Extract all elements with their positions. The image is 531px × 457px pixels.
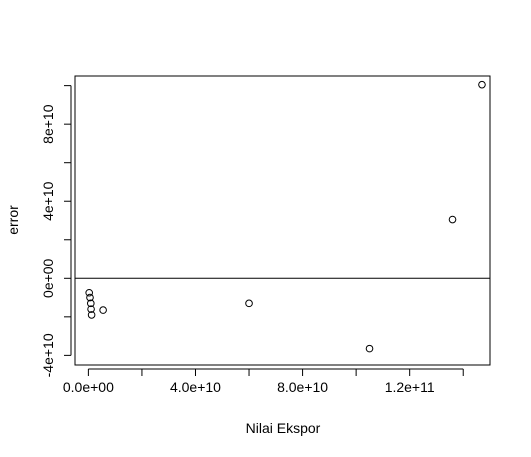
y-axis: -4e+10 0e+00 4e+10 8e+10 (40, 85, 72, 377)
plot-frame (74, 75, 491, 366)
y-tick-label: 4e+10 (40, 181, 56, 221)
x-tick-label: 1.2e+11 (385, 379, 435, 395)
data-point (86, 299, 95, 308)
x-tick-label: 0.0e+00 (63, 379, 114, 395)
x-axis-label: Nilai Ekspor (246, 420, 321, 436)
y-tick-label: -4e+10 (40, 333, 56, 377)
data-point (448, 215, 457, 224)
data-point (245, 299, 253, 308)
data-points (85, 80, 486, 353)
y-tick-label: 0e+00 (40, 258, 56, 298)
data-point (85, 288, 93, 297)
x-tick-label: 8.0e+10 (277, 379, 328, 395)
data-point (478, 80, 486, 89)
data-point (86, 293, 94, 302)
data-point (99, 306, 107, 314)
x-axis: 0.0e+00 4.0e+10 8.0e+10 1.2e+11 (63, 368, 464, 395)
data-point (87, 305, 95, 313)
y-axis-label: error (5, 205, 21, 235)
y-tick-label: 8e+10 (40, 104, 56, 144)
x-tick-label: 4.0e+10 (170, 379, 221, 395)
data-point (87, 311, 96, 319)
data-point (365, 344, 374, 353)
